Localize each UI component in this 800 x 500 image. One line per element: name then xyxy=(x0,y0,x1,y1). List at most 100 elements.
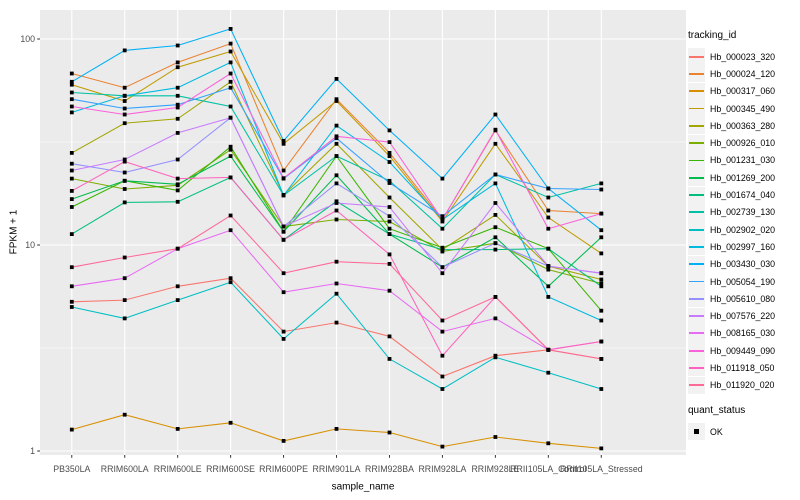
data-point xyxy=(493,235,498,240)
data-point xyxy=(175,43,180,48)
legend-key-icon xyxy=(688,221,705,239)
data-point xyxy=(122,106,127,111)
data-point xyxy=(175,188,180,193)
data-point xyxy=(122,99,127,103)
legend-key-icon xyxy=(688,324,705,342)
data-point xyxy=(387,178,392,183)
legend-label: Hb_000023_320 xyxy=(710,51,776,62)
legend-entry: Hb_007576_220 xyxy=(688,307,776,325)
x-tick-label: RRIM600LA xyxy=(101,464,149,474)
data-point xyxy=(440,214,445,219)
legend-title-tracking: tracking_id xyxy=(688,30,737,41)
data-point xyxy=(228,144,233,149)
legend-label: Hb_002902_020 xyxy=(710,224,776,235)
data-point xyxy=(228,154,233,158)
y-tick-label: 100 xyxy=(20,34,35,44)
data-point xyxy=(493,127,498,132)
legend: tracking_id Hb_000023_320 Hb_000024_120 Hb… xyxy=(688,30,775,441)
legend-label: Hb_001231_030 xyxy=(710,155,776,166)
data-point xyxy=(122,85,127,90)
legend-entry: Hb_002997_160 xyxy=(688,238,776,256)
data-point xyxy=(493,225,498,230)
data-point xyxy=(69,161,74,166)
data-point xyxy=(69,189,74,193)
legend-label: Hb_007576_220 xyxy=(710,311,776,322)
legend-label: Hb_001674_040 xyxy=(710,190,776,201)
legend-key-icon xyxy=(688,203,705,221)
data-point xyxy=(281,290,286,295)
data-point xyxy=(599,357,604,361)
data-point xyxy=(387,160,392,164)
data-point xyxy=(122,170,127,175)
data-point xyxy=(599,251,604,256)
data-point xyxy=(281,237,286,242)
x-tick-label: RRIM928LA xyxy=(418,464,466,474)
data-point xyxy=(69,71,74,76)
data-point xyxy=(599,318,604,323)
legend-entry: Hb_000363_280 xyxy=(688,117,776,135)
data-point xyxy=(281,193,286,198)
legend-title-quant: quant_status xyxy=(688,404,746,416)
legend-key-icon xyxy=(688,290,705,308)
legend-entry: Hb_000345_490 xyxy=(688,100,775,118)
legend-key-icon xyxy=(688,65,705,83)
data-point xyxy=(175,116,180,121)
data-point xyxy=(387,128,392,133)
data-point xyxy=(440,265,445,270)
legend-entry: Hb_003430_030 xyxy=(688,255,775,273)
data-point xyxy=(387,232,392,236)
data-point xyxy=(281,329,286,334)
legend-entry: Hb_001674_040 xyxy=(688,186,776,204)
data-point xyxy=(440,387,445,391)
data-point xyxy=(228,27,233,31)
legend-label: Hb_009449_090 xyxy=(710,345,776,356)
data-point xyxy=(228,175,233,180)
legend-entry: Hb_001231_030 xyxy=(688,151,776,169)
data-point xyxy=(69,97,74,102)
data-point xyxy=(69,197,74,201)
data-point xyxy=(440,271,445,276)
data-point xyxy=(69,110,74,115)
data-point xyxy=(122,255,127,260)
legend-entries: Hb_000023_320 Hb_000024_120 Hb_000317_060 H… xyxy=(688,48,775,394)
data-point xyxy=(122,298,127,302)
data-point xyxy=(493,241,498,246)
series-points-Hb_000317_060 xyxy=(69,412,604,451)
data-point xyxy=(599,187,604,192)
data-point xyxy=(122,316,127,321)
legend-key-icon xyxy=(688,100,705,118)
legend-entry: Hb_011920_020 xyxy=(688,376,775,394)
data-point xyxy=(228,71,233,76)
data-point xyxy=(546,195,551,200)
data-point xyxy=(493,213,498,217)
data-point xyxy=(440,374,445,379)
data-point xyxy=(122,276,127,281)
data-point xyxy=(387,262,392,266)
data-point xyxy=(493,295,498,299)
legend-label: Hb_002997_160 xyxy=(710,241,776,252)
x-tick-label: RRIM901LA xyxy=(313,464,361,474)
data-point xyxy=(493,247,498,252)
legend-label: Hb_000024_120 xyxy=(710,68,776,79)
y-tick-label: 10 xyxy=(25,240,35,250)
legend-label: Hb_008165_030 xyxy=(710,328,776,339)
data-point xyxy=(228,41,233,46)
legend-entry: Hb_001269_200 xyxy=(688,169,775,187)
series-points-Hb_009449_090 xyxy=(69,71,604,231)
data-point xyxy=(440,176,445,181)
data-point xyxy=(334,320,339,325)
data-point xyxy=(228,79,233,84)
data-point xyxy=(175,105,180,110)
data-point xyxy=(599,277,604,282)
legend-label: Hb_000363_280 xyxy=(710,120,776,131)
data-point xyxy=(122,178,127,183)
data-point xyxy=(599,339,604,344)
data-point xyxy=(387,288,392,293)
data-point xyxy=(334,99,339,103)
data-point xyxy=(69,284,74,289)
data-point xyxy=(281,229,286,234)
data-point xyxy=(69,305,74,309)
legend-label: Hb_002739_130 xyxy=(710,207,776,218)
data-point xyxy=(228,60,233,65)
